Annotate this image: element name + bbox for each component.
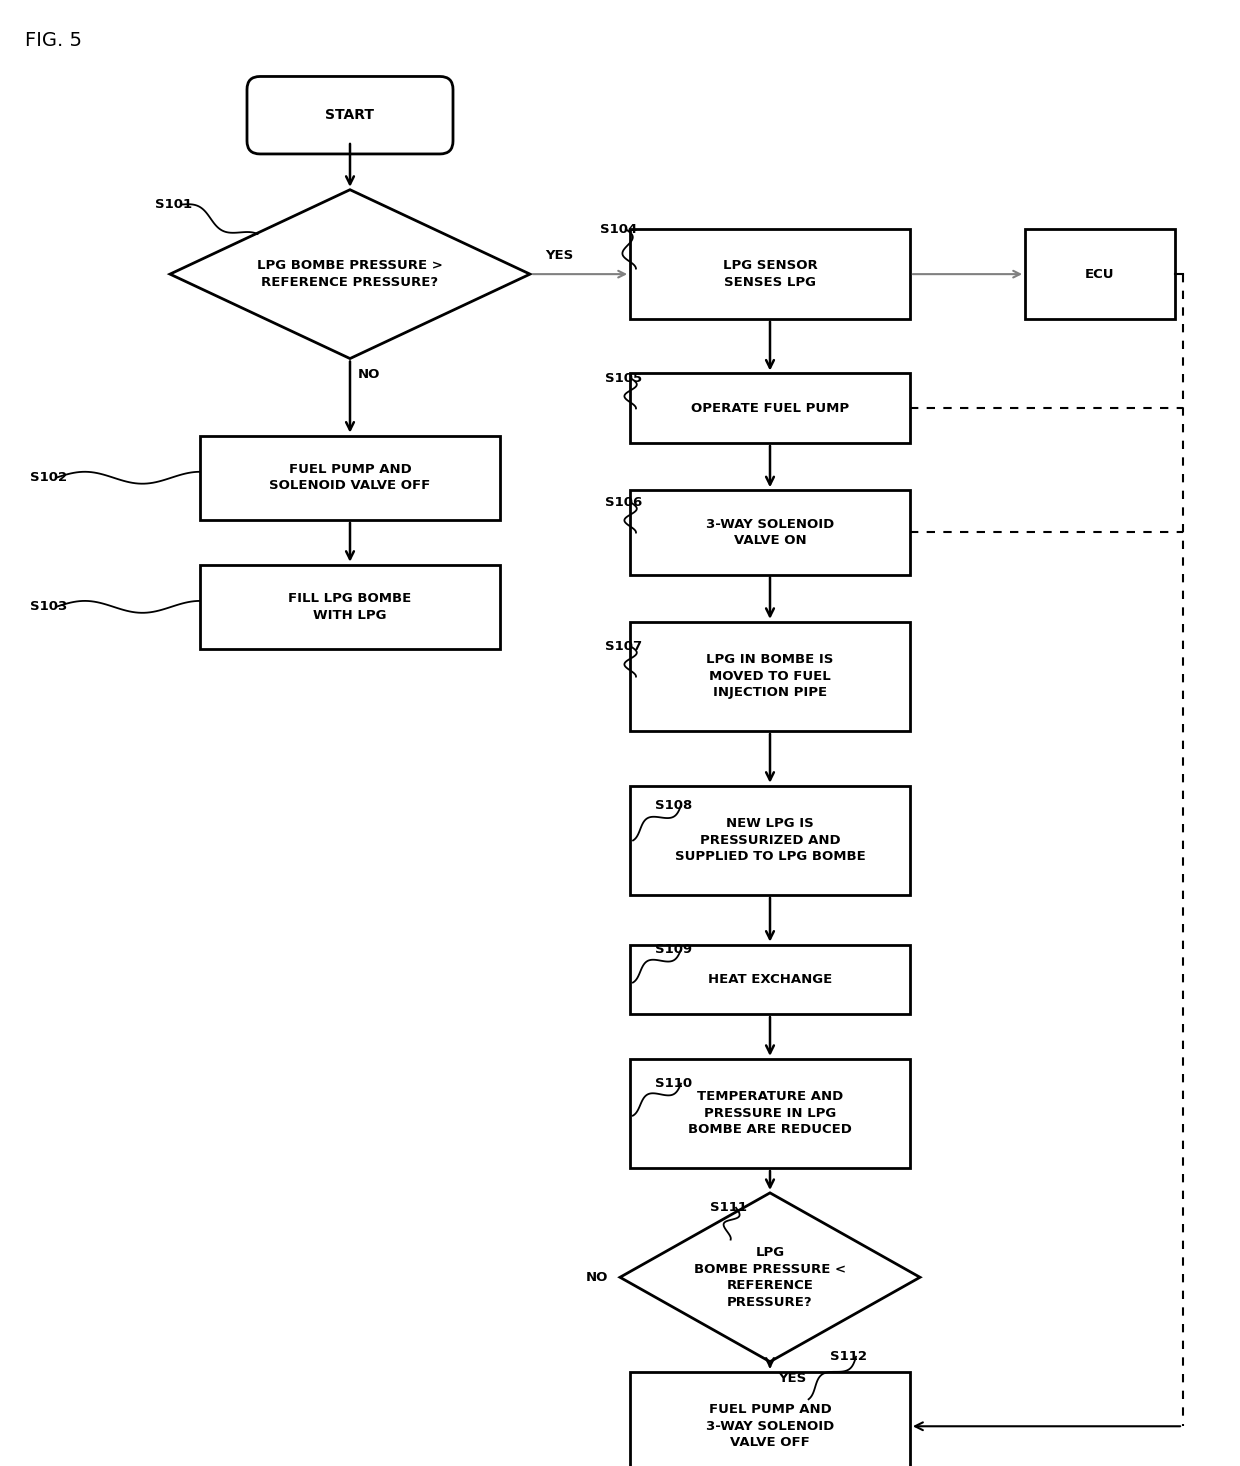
Text: LPG IN BOMBE IS
MOVED TO FUEL
INJECTION PIPE: LPG IN BOMBE IS MOVED TO FUEL INJECTION … (707, 654, 833, 699)
FancyBboxPatch shape (630, 1058, 910, 1168)
FancyBboxPatch shape (630, 490, 910, 575)
FancyBboxPatch shape (630, 230, 910, 318)
FancyBboxPatch shape (630, 944, 910, 1014)
Text: HEAT EXCHANGE: HEAT EXCHANGE (708, 973, 832, 985)
FancyBboxPatch shape (247, 76, 453, 154)
Text: LPG SENSOR
SENSES LPG: LPG SENSOR SENSES LPG (723, 259, 817, 289)
Text: S104: S104 (600, 223, 637, 236)
FancyBboxPatch shape (200, 564, 500, 649)
Text: START: START (325, 108, 374, 122)
Text: FIG. 5: FIG. 5 (25, 31, 82, 50)
Text: 3-WAY SOLENOID
VALVE ON: 3-WAY SOLENOID VALVE ON (706, 517, 835, 547)
Polygon shape (170, 189, 529, 359)
Text: S105: S105 (605, 372, 642, 386)
Text: LPG
BOMBE PRESSURE <
REFERENCE
PRESSURE?: LPG BOMBE PRESSURE < REFERENCE PRESSURE? (694, 1246, 846, 1309)
Text: S101: S101 (155, 198, 192, 211)
Text: S102: S102 (30, 471, 67, 484)
FancyBboxPatch shape (200, 435, 500, 520)
FancyBboxPatch shape (1025, 230, 1176, 318)
Text: ECU: ECU (1085, 268, 1115, 280)
Text: S109: S109 (655, 943, 692, 956)
Text: S110: S110 (655, 1078, 692, 1091)
Text: YES: YES (546, 249, 573, 262)
Text: NO: NO (585, 1271, 608, 1284)
Text: S108: S108 (655, 799, 692, 812)
Text: S107: S107 (605, 641, 642, 652)
Text: S106: S106 (605, 496, 642, 509)
Text: NO: NO (358, 368, 381, 381)
FancyBboxPatch shape (630, 622, 910, 732)
FancyBboxPatch shape (630, 1372, 910, 1466)
Text: OPERATE FUEL PUMP: OPERATE FUEL PUMP (691, 402, 849, 415)
Text: S112: S112 (830, 1350, 867, 1363)
Text: YES: YES (777, 1372, 806, 1385)
Text: FUEL PUMP AND
SOLENOID VALVE OFF: FUEL PUMP AND SOLENOID VALVE OFF (269, 463, 430, 493)
Text: TEMPERATURE AND
PRESSURE IN LPG
BOMBE ARE REDUCED: TEMPERATURE AND PRESSURE IN LPG BOMBE AR… (688, 1091, 852, 1136)
Text: S103: S103 (30, 601, 67, 613)
Text: FILL LPG BOMBE
WITH LPG: FILL LPG BOMBE WITH LPG (289, 592, 412, 622)
Text: S111: S111 (711, 1201, 746, 1214)
Text: NEW LPG IS
PRESSURIZED AND
SUPPLIED TO LPG BOMBE: NEW LPG IS PRESSURIZED AND SUPPLIED TO L… (675, 817, 866, 863)
Text: LPG BOMBE PRESSURE >
REFERENCE PRESSURE?: LPG BOMBE PRESSURE > REFERENCE PRESSURE? (257, 259, 443, 289)
FancyBboxPatch shape (630, 786, 910, 894)
FancyBboxPatch shape (630, 374, 910, 443)
Polygon shape (620, 1193, 920, 1362)
Text: FUEL PUMP AND
3-WAY SOLENOID
VALVE OFF: FUEL PUMP AND 3-WAY SOLENOID VALVE OFF (706, 1403, 835, 1450)
